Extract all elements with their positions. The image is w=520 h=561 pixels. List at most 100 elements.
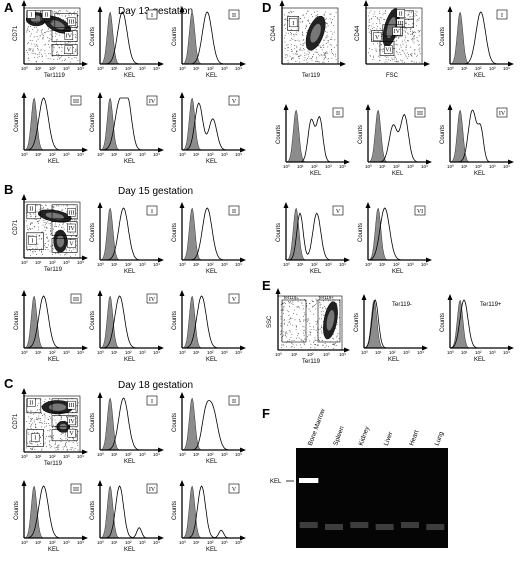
event-dot bbox=[294, 45, 295, 46]
dotplot-a bbox=[23, 7, 81, 65]
event-dot bbox=[41, 231, 43, 233]
event-dot bbox=[335, 342, 336, 344]
event-dot bbox=[69, 54, 71, 55]
event-dot bbox=[59, 57, 61, 58]
event-dot bbox=[50, 245, 52, 247]
event-dot bbox=[335, 59, 337, 61]
event-dot bbox=[303, 308, 304, 310]
event-dot bbox=[40, 30, 42, 32]
event-dot bbox=[405, 46, 407, 48]
event-dot bbox=[291, 51, 293, 53]
event-dot bbox=[65, 442, 66, 444]
event-dot bbox=[66, 211, 68, 213]
event-dot bbox=[71, 448, 72, 450]
event-dot bbox=[75, 248, 77, 250]
event-dot bbox=[38, 53, 40, 55]
histogram-b-v bbox=[181, 293, 240, 349]
tick-label: 10² bbox=[207, 540, 214, 545]
tick-label: 10² bbox=[389, 350, 396, 355]
isotype-fill bbox=[449, 109, 506, 163]
event-dot bbox=[416, 56, 418, 58]
event-dot bbox=[34, 421, 36, 423]
event-dot bbox=[370, 55, 371, 57]
event-dot bbox=[57, 253, 59, 254]
event-dot bbox=[323, 300, 324, 302]
x-axis-label: KEL bbox=[310, 269, 322, 275]
event-dot bbox=[280, 334, 281, 335]
event-dot bbox=[287, 50, 289, 51]
event-dot bbox=[37, 417, 39, 419]
histogram-a-iv-yaxis-head bbox=[97, 92, 103, 98]
event-dot bbox=[35, 424, 36, 426]
event-dot bbox=[71, 411, 73, 413]
event-dot bbox=[322, 310, 324, 312]
event-dot bbox=[53, 12, 55, 14]
event-dot bbox=[386, 61, 388, 63]
event-dot bbox=[286, 310, 288, 312]
event-dot bbox=[416, 37, 418, 38]
event-dot bbox=[284, 48, 286, 49]
event-dot bbox=[307, 321, 308, 323]
event-dot bbox=[44, 32, 46, 33]
event-dot bbox=[66, 449, 68, 451]
event-dot bbox=[50, 38, 52, 40]
gate-label: V bbox=[336, 209, 341, 215]
event-dot bbox=[316, 58, 318, 60]
event-dot bbox=[55, 253, 56, 254]
event-dot bbox=[312, 305, 314, 307]
event-dot bbox=[36, 57, 38, 59]
gate-box bbox=[27, 398, 36, 407]
event-dot bbox=[396, 58, 397, 60]
event-dot bbox=[30, 413, 32, 414]
histogram-c-ii-xaxis-head bbox=[240, 447, 246, 453]
event-dot bbox=[379, 59, 381, 61]
event-dot bbox=[307, 20, 309, 22]
event-dot bbox=[56, 39, 58, 41]
event-dot bbox=[312, 56, 313, 58]
event-dot bbox=[290, 32, 291, 33]
event-dot bbox=[289, 321, 291, 322]
dotplot-e-xaxis-head bbox=[344, 347, 350, 353]
event-dot bbox=[35, 423, 37, 425]
event-dot bbox=[31, 419, 32, 420]
event-dot bbox=[330, 39, 331, 40]
event-dot bbox=[303, 39, 305, 40]
event-dot bbox=[50, 230, 51, 232]
x-axis-label: KEL bbox=[48, 547, 60, 553]
event-dot bbox=[291, 318, 293, 320]
histogram-a-v-xaxis-head bbox=[240, 147, 246, 153]
event-dot bbox=[74, 29, 76, 30]
event-dot bbox=[51, 250, 53, 252]
event-dot bbox=[377, 42, 378, 44]
event-dot bbox=[35, 213, 37, 215]
event-dot bbox=[35, 419, 37, 420]
event-dot bbox=[307, 10, 308, 12]
event-dot bbox=[288, 47, 289, 49]
event-dot bbox=[408, 55, 410, 57]
gate-box bbox=[146, 483, 158, 494]
tick-label: 10⁰ bbox=[361, 350, 368, 355]
event-dot bbox=[32, 50, 34, 52]
tick-label: 10⁴ bbox=[339, 352, 346, 357]
event-dot bbox=[418, 49, 420, 50]
event-dot bbox=[52, 244, 54, 246]
event-dot bbox=[32, 449, 33, 450]
event-dot bbox=[384, 55, 386, 57]
event-dot bbox=[41, 237, 42, 239]
event-dot bbox=[328, 40, 330, 42]
gate-label: V bbox=[232, 297, 237, 303]
event-dot bbox=[326, 34, 328, 36]
y-axis-label: Counts bbox=[358, 125, 364, 144]
event-dot bbox=[284, 24, 285, 26]
event-dot bbox=[38, 220, 40, 222]
event-dot bbox=[42, 55, 43, 57]
histogram-d-i-xaxis-head bbox=[508, 61, 514, 67]
event-dot bbox=[50, 417, 51, 419]
histogram-d-v-yaxis-head bbox=[283, 202, 289, 208]
event-dot bbox=[288, 301, 289, 302]
event-dot bbox=[307, 10, 309, 12]
event-dot bbox=[295, 61, 297, 62]
gate-box bbox=[28, 236, 37, 245]
event-dot bbox=[306, 13, 307, 14]
event-dot bbox=[405, 41, 407, 43]
